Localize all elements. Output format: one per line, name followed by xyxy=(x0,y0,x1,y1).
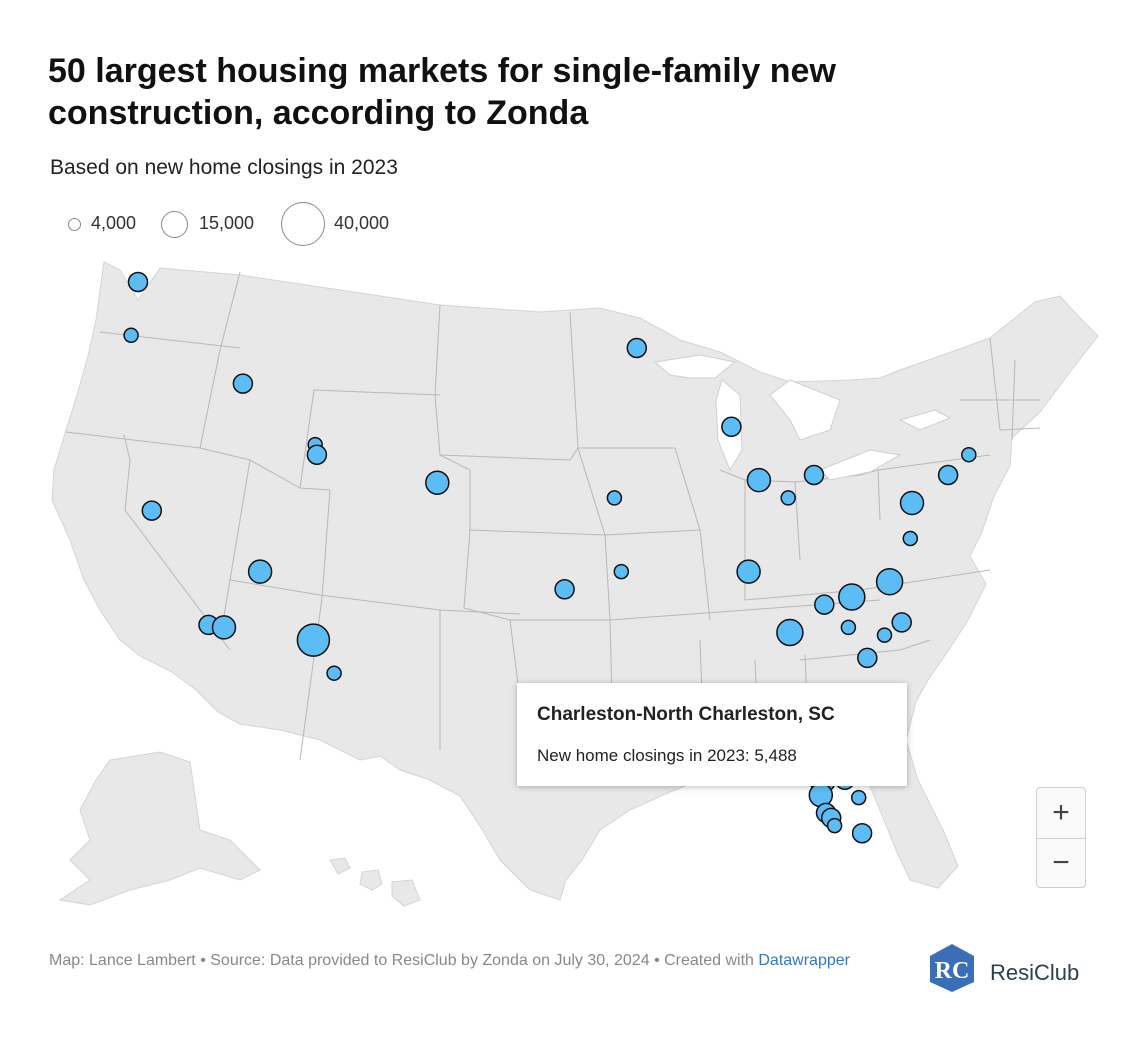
us-land xyxy=(51,261,1099,901)
logo-mark-text: RC xyxy=(935,958,970,984)
market-marker-30[interactable] xyxy=(840,619,857,636)
datawrapper-link[interactable]: Datawrapper xyxy=(758,952,850,969)
market-marker-11[interactable] xyxy=(296,623,331,657)
market-marker-20[interactable] xyxy=(780,490,796,506)
zoom-in-button[interactable]: + xyxy=(1037,788,1085,839)
market-marker-26[interactable] xyxy=(902,530,919,547)
alaska-land xyxy=(58,751,261,906)
market-marker-28[interactable] xyxy=(937,464,959,486)
state-borders xyxy=(65,271,1041,781)
legend-label-large: 40,000 xyxy=(334,213,390,233)
logo-text: ResiClub xyxy=(990,960,1080,985)
resiclub-logo: RC ResiClub xyxy=(926,942,1106,994)
legend-label-small: 4,000 xyxy=(91,213,137,233)
market-marker-23[interactable] xyxy=(814,594,835,615)
market-marker-16[interactable] xyxy=(613,563,630,580)
market-marker-10[interactable] xyxy=(211,615,237,640)
market-marker-46[interactable] xyxy=(850,789,867,806)
legend-item-large: 40,000 xyxy=(281,200,411,248)
market-marker-1[interactable] xyxy=(127,271,149,293)
tooltip-body: New home closings in 2023: 5,488 xyxy=(537,746,887,766)
market-marker-17[interactable] xyxy=(721,416,742,438)
market-marker-2[interactable] xyxy=(123,327,139,344)
market-marker-29[interactable] xyxy=(961,446,977,463)
market-marker-25[interactable] xyxy=(875,567,904,596)
zoom-control: + − xyxy=(1036,787,1086,888)
market-marker-47[interactable] xyxy=(851,822,873,844)
market-marker-31[interactable] xyxy=(857,647,878,669)
tooltip-label: New home closings in 2023: xyxy=(537,746,755,765)
market-marker-14[interactable] xyxy=(606,490,623,506)
market-marker-18[interactable] xyxy=(746,467,772,493)
tooltip-title: Charleston-North Charleston, SC xyxy=(537,704,835,725)
market-tooltip: Charleston-North Charleston, SC New home… xyxy=(517,683,907,786)
market-marker-21[interactable] xyxy=(736,559,761,584)
market-marker-12[interactable] xyxy=(326,665,342,681)
legend-circle-small xyxy=(68,218,81,231)
market-marker-32[interactable] xyxy=(891,612,912,633)
zoom-out-button[interactable]: − xyxy=(1052,846,1070,879)
footer-credits: Map: Lance Lambert • Source: Data provid… xyxy=(49,950,889,972)
legend-item-medium: 15,000 xyxy=(161,200,271,248)
market-marker-19[interactable] xyxy=(803,464,825,486)
resiclub-logo-mark-icon: RC xyxy=(930,944,974,992)
market-marker-8[interactable] xyxy=(247,559,273,584)
market-marker-22[interactable] xyxy=(776,618,804,647)
legend-label-medium: 15,000 xyxy=(199,213,255,233)
market-marker-6[interactable] xyxy=(306,444,328,465)
market-marker-33[interactable] xyxy=(876,627,893,643)
market-marker-7[interactable] xyxy=(425,470,450,495)
footer-text: Map: Lance Lambert • Source: Data provid… xyxy=(49,952,759,969)
legend-item-small: 4,000 xyxy=(66,200,146,248)
us-map[interactable] xyxy=(0,250,1140,930)
market-marker-24[interactable] xyxy=(838,583,866,611)
market-marker-45[interactable] xyxy=(826,817,843,834)
market-marker-4[interactable] xyxy=(141,500,163,521)
legend-circle-large xyxy=(281,202,325,246)
hawaii-land xyxy=(329,857,421,907)
market-marker-15[interactable] xyxy=(554,579,575,600)
market-marker-3[interactable] xyxy=(232,373,254,394)
market-marker-27[interactable] xyxy=(899,490,925,516)
chart-title: 50 largest housing markets for single-fa… xyxy=(48,52,836,132)
tooltip-value: 5,488 xyxy=(754,746,797,765)
legend-circle-medium xyxy=(161,211,188,238)
market-marker-13[interactable] xyxy=(626,337,648,359)
chart-subtitle: Based on new home closings in 2023 xyxy=(50,156,398,179)
